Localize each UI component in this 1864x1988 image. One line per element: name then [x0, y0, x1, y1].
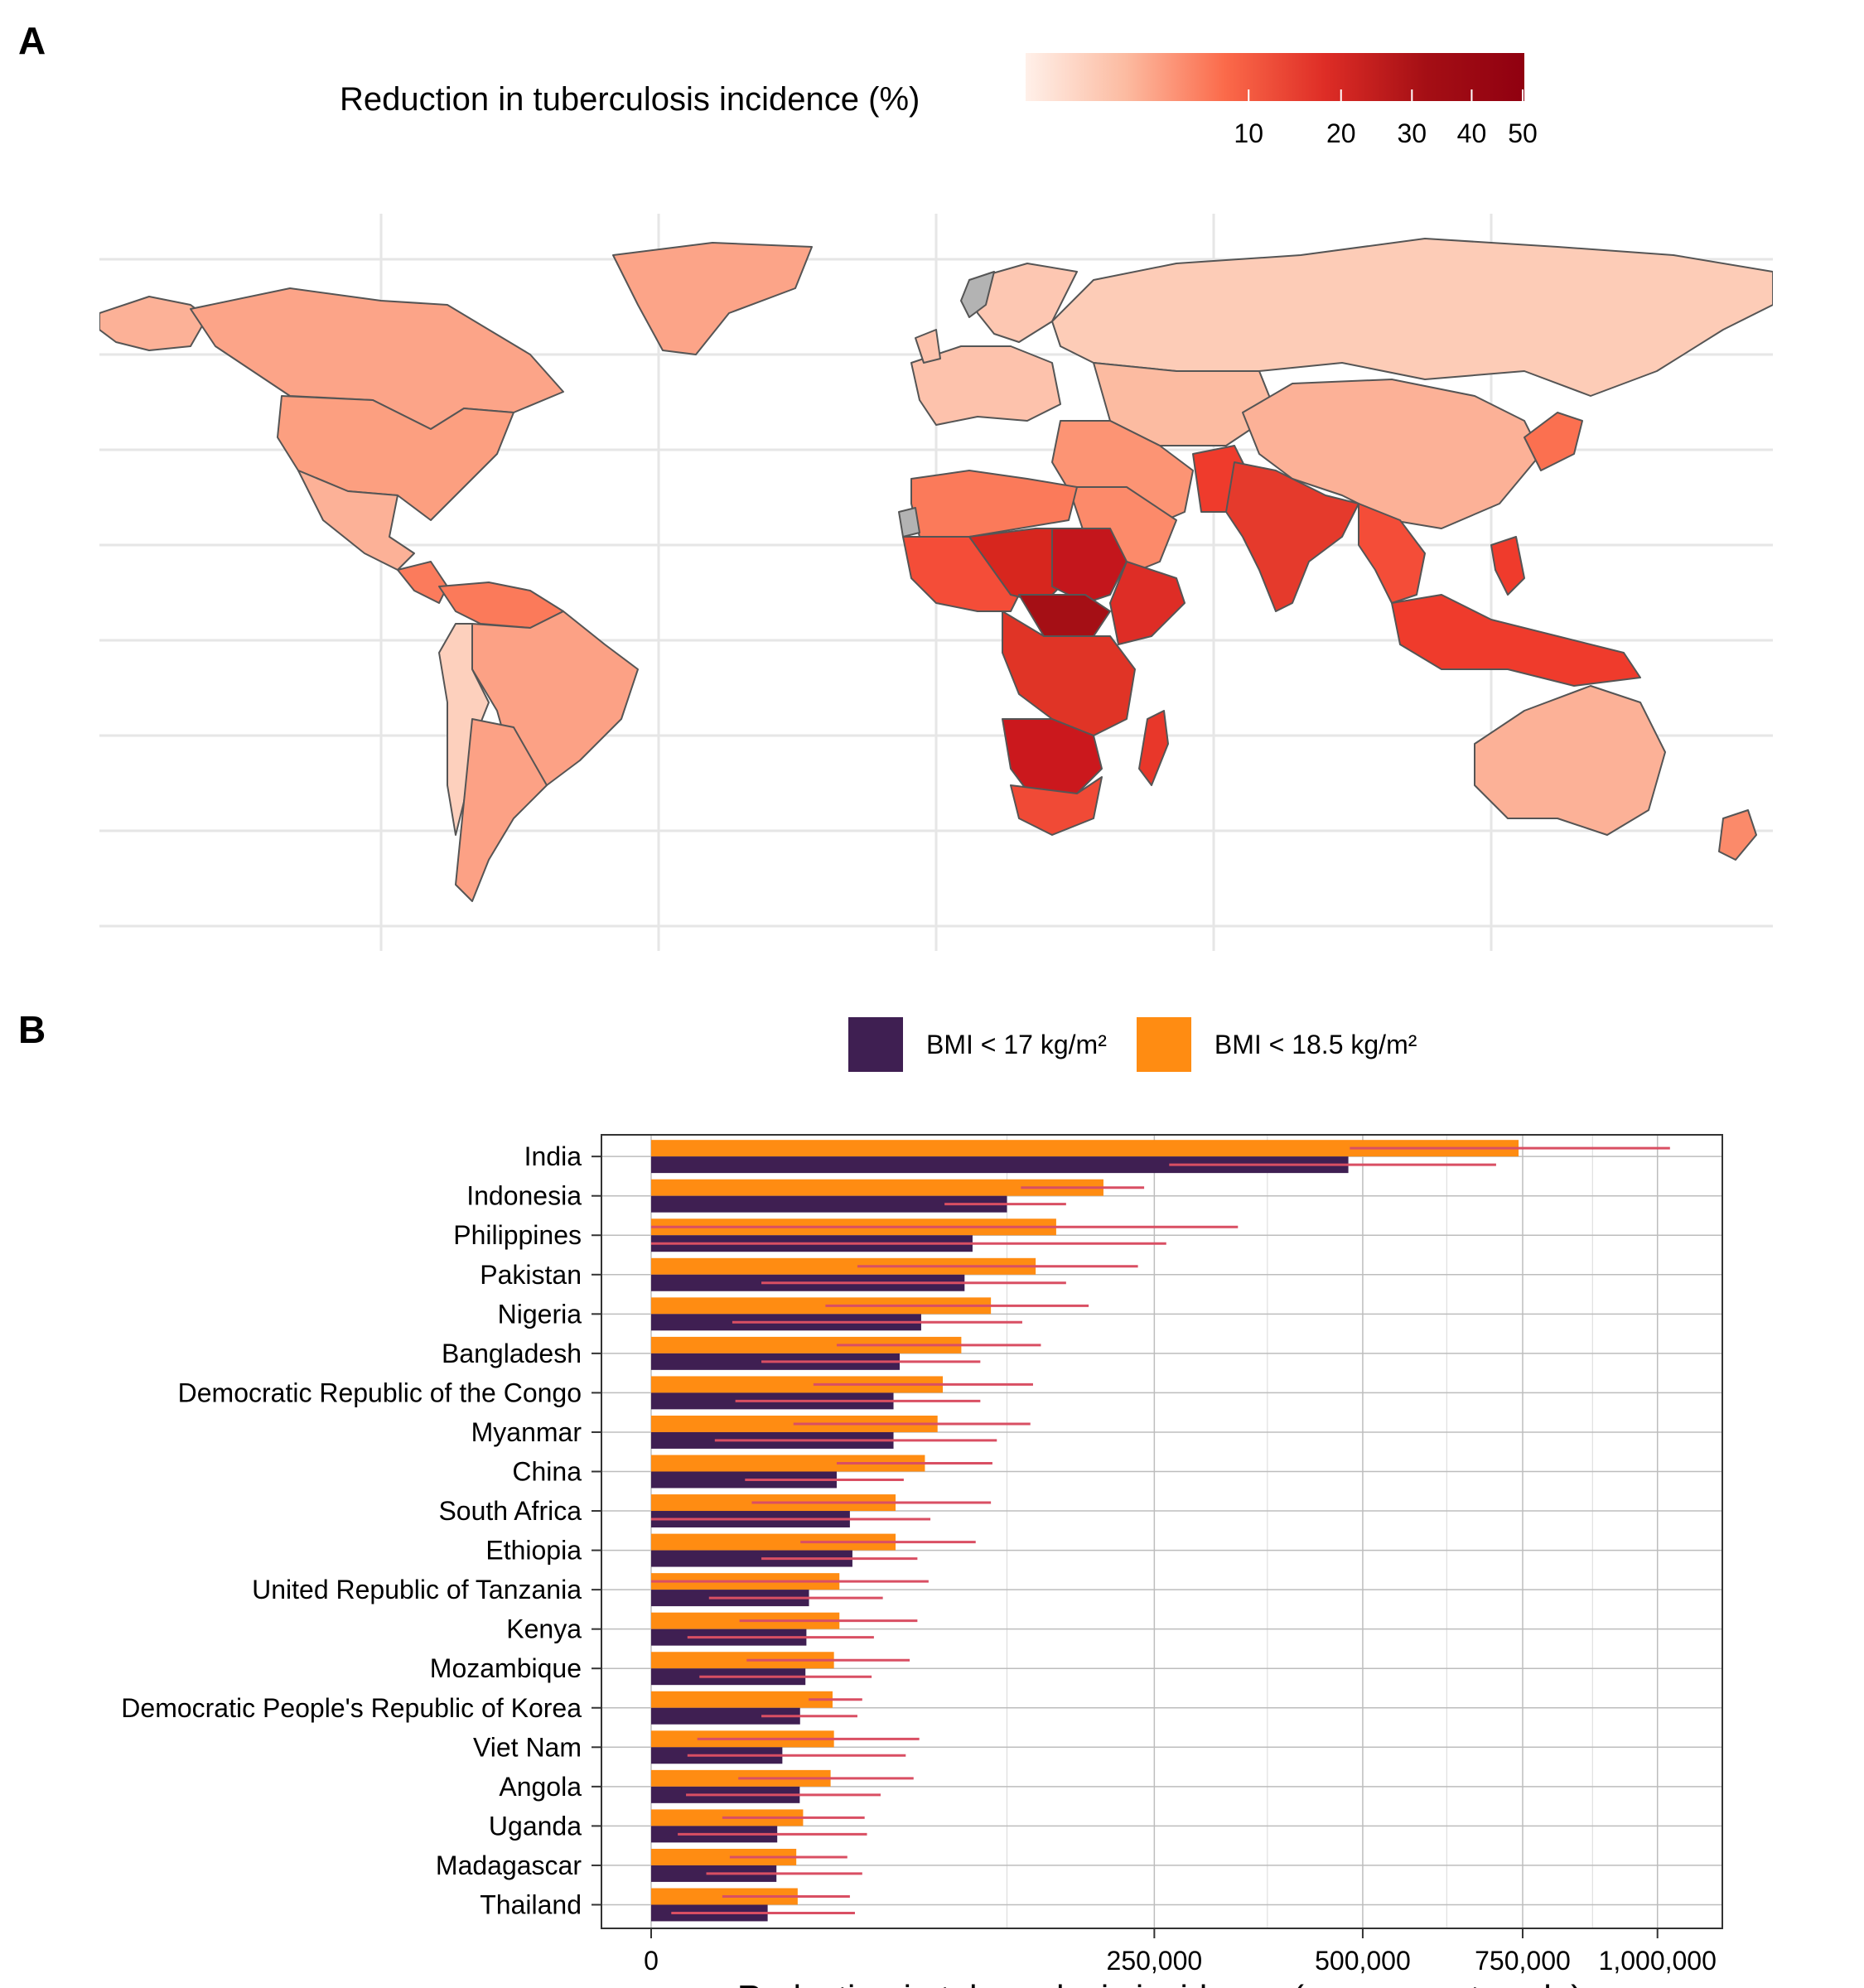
category-label: Mozambique — [430, 1653, 582, 1683]
legend-label-bmi-18-5: BMI < 18.5 kg/m² — [1214, 1029, 1417, 1059]
x-tick-label: 750,000 — [1475, 1946, 1571, 1976]
region-indonesia — [1391, 594, 1641, 687]
region-india — [1225, 461, 1359, 612]
region-south-africa — [1010, 776, 1103, 836]
color-scale-tick-label: 20 — [1326, 118, 1356, 148]
region-sudan — [1051, 528, 1128, 604]
bar-bmi-18-5 — [651, 1179, 1103, 1196]
category-label: Madagascar — [436, 1850, 582, 1880]
panel-b-label: B — [18, 1008, 46, 1051]
region-north-africa — [910, 470, 1078, 538]
region-philippines — [1490, 536, 1525, 596]
region-west-sahara — [898, 507, 920, 538]
bar-bmi-18-5 — [651, 1376, 944, 1393]
region-mexico — [297, 470, 415, 571]
category-label: Uganda — [489, 1811, 582, 1841]
map-color-scale — [1026, 53, 1524, 101]
legend-swatch-bmi-18-5 — [1136, 1017, 1191, 1072]
bar-bmi-18-5 — [651, 1652, 834, 1669]
bar-bmi-18-5 — [651, 1257, 1036, 1275]
category-label: Angola — [499, 1772, 582, 1802]
region-alaska — [99, 296, 208, 351]
region-new-zealand — [1718, 809, 1757, 861]
region-southern-africa — [1002, 718, 1103, 803]
category-label: Indonesia — [466, 1181, 582, 1211]
bar-bmi-18-5 — [651, 1848, 797, 1865]
x-axis-label: Reduction in tuberculosis incidence (squ… — [737, 1978, 1582, 1988]
x-tick-label: 0 — [644, 1946, 659, 1976]
category-label: South Africa — [438, 1496, 582, 1526]
category-label: India — [524, 1141, 582, 1171]
category-label: Democratic People's Republic of Korea — [121, 1693, 582, 1723]
region-argentina — [455, 718, 548, 902]
error-bars — [651, 1146, 1670, 1914]
map-legend-title: Reduction in tuberculosis incidence (%) — [340, 81, 920, 118]
region-korea-japan — [1524, 412, 1583, 471]
color-scale-tick-label: 40 — [1457, 118, 1487, 148]
bar-bmi-17 — [651, 1707, 800, 1725]
color-scale-tick-label: 30 — [1398, 118, 1427, 148]
category-label: Pakistan — [480, 1260, 582, 1290]
region-madagascar — [1138, 710, 1169, 786]
bar-legend: BMI < 17 kg/m² BMI < 18.5 kg/m² — [848, 1017, 1446, 1072]
category-label: Ethiopia — [485, 1536, 582, 1566]
map-graticule — [99, 214, 1773, 951]
region-western-europe — [910, 345, 1061, 426]
category-label: Viet Nam — [473, 1732, 582, 1762]
category-label: Nigeria — [498, 1299, 582, 1329]
bar-bmi-17 — [651, 1195, 1007, 1213]
bar-bmi-17 — [651, 1471, 837, 1489]
region-scandinavia — [968, 263, 1078, 343]
x-tick-label: 500,000 — [1315, 1946, 1411, 1976]
legend-label-bmi-17: BMI < 17 kg/m² — [926, 1029, 1107, 1059]
bar-chart: India Indonesia Philippines Pakistan Nigeria… — [121, 1134, 1723, 1988]
plot-background — [601, 1135, 1722, 1928]
region-car — [1018, 594, 1111, 637]
region-southeast-asia — [1358, 503, 1426, 604]
x-tick-label: 1,000,000 — [1599, 1946, 1717, 1976]
category-label: Bangladesh — [442, 1339, 582, 1368]
category-label: Myanmar — [471, 1417, 582, 1447]
legend-swatch-bmi-17 — [848, 1017, 903, 1072]
color-scale-gradient — [1026, 53, 1524, 101]
category-label: China — [512, 1456, 582, 1486]
region-central-africa — [1002, 610, 1136, 736]
color-scale-tick-label: 10 — [1234, 118, 1263, 148]
region-horn-of-africa — [1109, 561, 1186, 645]
bar-bmi-18-5 — [651, 1691, 833, 1708]
bar-bmi-18-5 — [651, 1297, 992, 1315]
region-central-america — [397, 561, 448, 604]
category-label: Thailand — [480, 1889, 582, 1919]
panel-a-label: A — [18, 19, 46, 62]
category-label: Kenya — [506, 1614, 582, 1644]
x-tick-label: 250,000 — [1107, 1946, 1203, 1976]
bar-bmi-18-5 — [651, 1140, 1519, 1157]
map-legend-ticks: 10 20 30 40 50 — [1234, 118, 1538, 148]
world-map — [99, 214, 1773, 951]
plot-frame — [601, 1134, 1723, 1929]
region-australia — [1474, 685, 1666, 836]
color-scale-tick-label: 50 — [1508, 118, 1538, 148]
bar-bmi-18-5 — [651, 1533, 896, 1551]
bar-bmi-18-5 — [651, 1336, 962, 1353]
bar-bmi-17 — [651, 1156, 1349, 1174]
category-label: Democratic Republic of the Congo — [178, 1378, 582, 1407]
category-label: United Republic of Tanzania — [252, 1575, 582, 1604]
region-greenland — [612, 242, 813, 355]
category-label: Philippines — [453, 1220, 582, 1250]
region-uk — [915, 329, 941, 364]
region-norway — [960, 271, 995, 318]
bar-bmi-18-5 — [651, 1455, 925, 1472]
bar-bmi-17 — [651, 1550, 852, 1567]
